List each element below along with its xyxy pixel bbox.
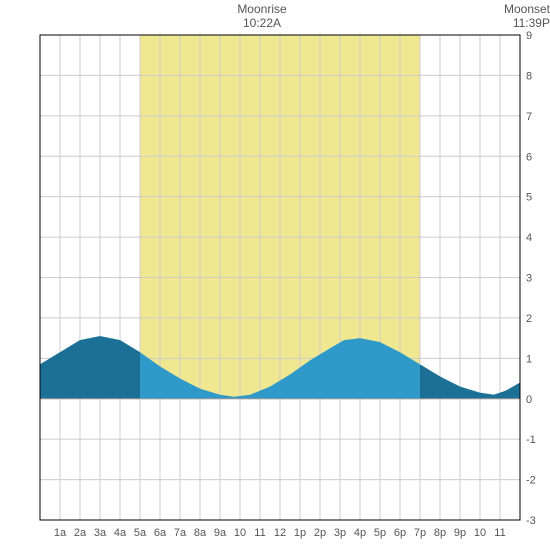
tide-chart-container: Moonrise 10:22A Moonset 11:39P -3-2-1012… <box>0 0 550 550</box>
x-tick-label: 8p <box>434 527 446 539</box>
x-tick-label: 10 <box>234 527 246 539</box>
x-tick-label: 9a <box>214 527 227 539</box>
x-tick-label: 4a <box>114 527 127 539</box>
y-tick-label: 5 <box>526 192 532 204</box>
x-tick-label: 4p <box>354 527 366 539</box>
y-tick-label: 0 <box>526 394 532 406</box>
y-tick-label: -1 <box>526 434 536 446</box>
x-tick-label: 11 <box>254 527 265 539</box>
x-tick-label: 8a <box>194 527 207 539</box>
x-tick-label: 2a <box>74 527 87 539</box>
y-tick-label: 9 <box>526 30 532 42</box>
x-tick-label: 6p <box>394 527 406 539</box>
y-tick-label: 4 <box>526 232 532 244</box>
tide-chart: -3-2-101234567891a2a3a4a5a6a7a8a9a101112… <box>0 0 550 550</box>
x-tick-label: 11 <box>494 527 505 539</box>
y-tick-label: 8 <box>526 70 532 82</box>
moonset-label: Moonset <box>495 2 550 16</box>
y-tick-label: 1 <box>526 353 532 365</box>
x-tick-label: 10 <box>474 527 486 539</box>
x-tick-label: 3p <box>334 527 346 539</box>
x-tick-label: 1a <box>54 527 67 539</box>
tide-area-night-am <box>40 336 140 399</box>
moonset-time: 11:39P <box>495 16 550 30</box>
y-tick-label: 6 <box>526 151 532 163</box>
x-tick-label: 2p <box>314 527 326 539</box>
x-tick-label: 1p <box>294 527 306 539</box>
x-tick-label: 7a <box>174 527 187 539</box>
x-tick-label: 12 <box>274 527 286 539</box>
moonrise-label: Moonrise <box>232 2 292 16</box>
y-tick-label: 3 <box>526 273 532 285</box>
y-tick-label: 7 <box>526 111 532 123</box>
x-tick-label: 9p <box>454 527 466 539</box>
x-tick-label: 7p <box>414 527 426 539</box>
y-tick-label: -2 <box>526 475 536 487</box>
tide-area-night-pm <box>420 364 520 398</box>
moonrise-time: 10:22A <box>232 16 292 30</box>
x-tick-label: 3a <box>94 527 107 539</box>
y-tick-label: -3 <box>526 515 536 527</box>
x-tick-label: 6a <box>154 527 167 539</box>
y-tick-label: 2 <box>526 313 532 325</box>
x-tick-label: 5a <box>134 527 147 539</box>
x-tick-label: 5p <box>374 527 386 539</box>
